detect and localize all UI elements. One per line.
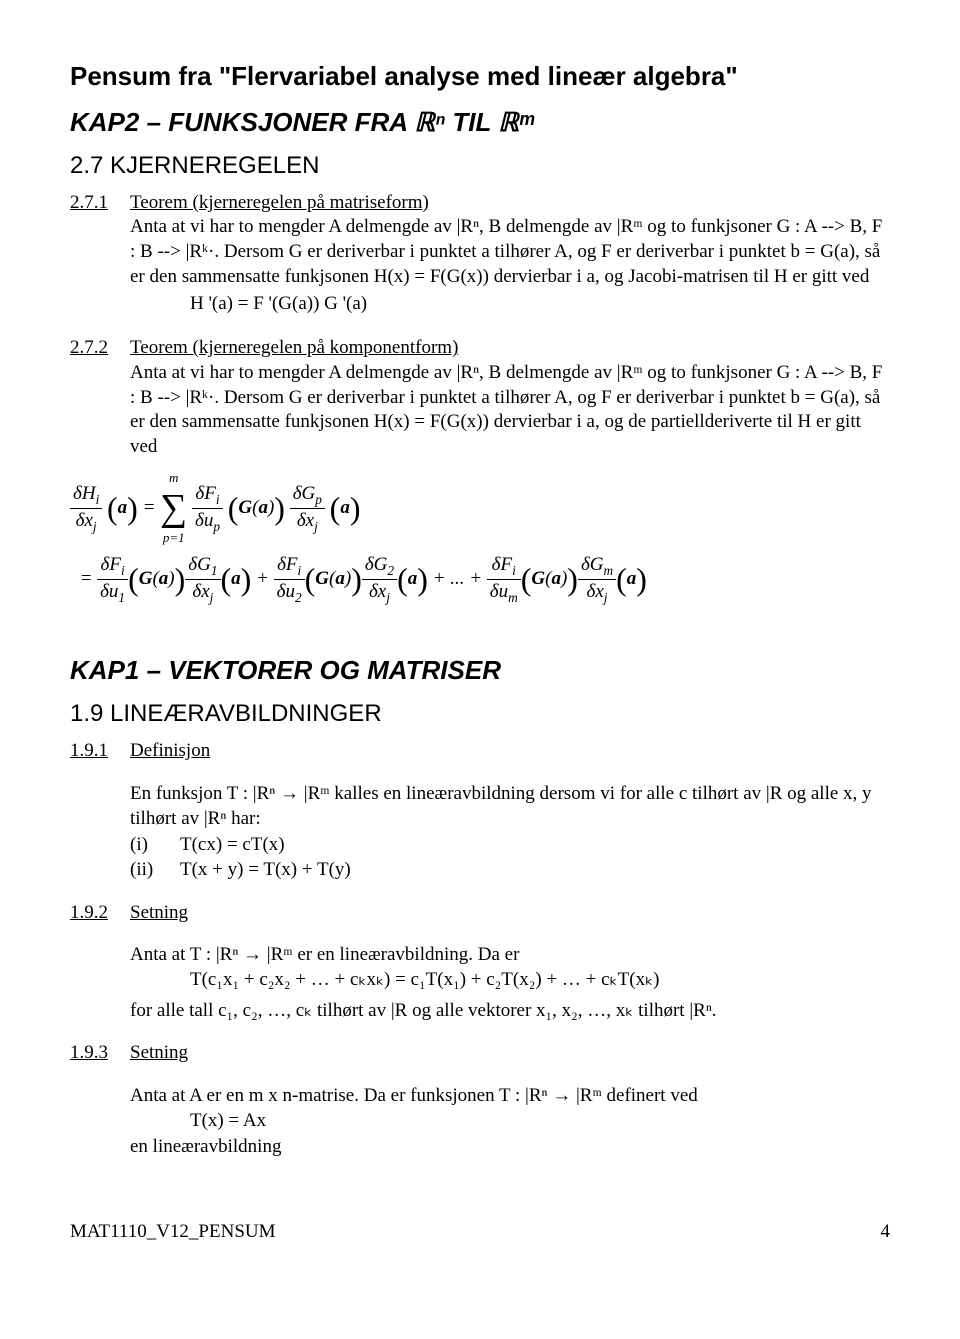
kap2-heading: KAP2 – FUNKSJONER FRA ℝⁿ TIL ℝᵐ <box>70 106 890 140</box>
item-number: 1.9.3 <box>70 1041 130 1066</box>
item-number: 2.7.1 <box>70 191 130 318</box>
item-number: 1.9.2 <box>70 901 130 926</box>
footer-left: MAT1110_V12_PENSUM <box>70 1220 276 1245</box>
item-1-9-3-body: Anta at A er en m x n-matrise. Da er fun… <box>130 1084 890 1160</box>
paragraph: en lineæravbildning <box>130 1135 890 1160</box>
footer-page-number: 4 <box>881 1220 891 1245</box>
item-title: Setning <box>130 1042 188 1063</box>
paragraph: Anta at A er en m x n-matrise. Da er fun… <box>130 1084 890 1109</box>
list-marker: (i) <box>130 833 180 858</box>
paragraph: for alle tall c₁, c₂, …, cₖ tilhørt av |… <box>130 999 890 1024</box>
paragraph: Anta at vi har to mengder A delmengde av… <box>130 361 890 460</box>
formula-text: T(c₁x₁ + c₂x₂ + … + cₖxₖ) = c₁T(x₁) + c₂… <box>130 968 890 993</box>
paragraph: Anta at vi har to mengder A delmengde av… <box>130 215 890 289</box>
item-title: Definisjon <box>130 740 210 761</box>
item-number: 1.9.1 <box>70 739 130 764</box>
item-title: Teorem (kjerneregelen på matriseform) <box>130 192 429 213</box>
item-title: Teorem (kjerneregelen på komponentform) <box>130 337 458 358</box>
item-body: Teorem (kjerneregelen på matriseform) An… <box>130 191 890 318</box>
item-2-7-1: 2.7.1 Teorem (kjerneregelen på matrisefo… <box>70 191 890 318</box>
page-title: Pensum fra "Flervariabel analyse med lin… <box>70 60 890 94</box>
item-number: 2.7.2 <box>70 336 130 461</box>
item-title: Setning <box>130 902 188 923</box>
equation-line-1: δHiδxj (a) = m∑p=1 δFiδup (G(a)) δGpδxj … <box>70 484 890 533</box>
formula-text: H '(a) = F '(G(a)) G '(a) <box>130 292 890 317</box>
item-body: Teorem (kjerneregelen på komponentform) … <box>130 336 890 461</box>
item-1-9-2-body: Anta at T : |Rⁿ → |Rᵐ er en lineæravbild… <box>130 943 890 1023</box>
item-2-7-2: 2.7.2 Teorem (kjerneregelen på komponent… <box>70 336 890 461</box>
item-1-9-1: 1.9.1 Definisjon <box>70 739 890 764</box>
item-1-9-3: 1.9.3 Setning <box>70 1041 890 1066</box>
formula-text: T(x) = Ax <box>130 1109 890 1134</box>
item-1-9-2: 1.9.2 Setning <box>70 901 890 926</box>
item-body: Setning <box>130 901 890 926</box>
item-1-9-1-body: En funksjon T : |Rⁿ → |Rᵐ kalles en line… <box>130 782 890 883</box>
equation-block: δHiδxj (a) = m∑p=1 δFiδup (G(a)) δGpδxj … <box>70 484 890 605</box>
paragraph: Anta at T : |Rⁿ → |Rᵐ er en lineæravbild… <box>130 943 890 968</box>
kap1-heading: KAP1 – VEKTORER OG MATRISER <box>70 654 890 688</box>
section-2-7-heading: 2.7 KJERNEREGELEN <box>70 150 890 181</box>
equation-line-2: = δFiδu1(G(a))δG1δxj(a) + δFiδu2(G(a))δG… <box>70 555 890 604</box>
roman-list: (i)T(cx) = cT(x) (ii)T(x + y) = T(x) + T… <box>130 833 890 882</box>
list-text: T(x + y) = T(x) + T(y) <box>180 858 351 883</box>
item-body: Setning <box>130 1041 890 1066</box>
paragraph: En funksjon T : |Rⁿ → |Rᵐ kalles en line… <box>130 782 890 831</box>
section-1-9-heading: 1.9 LINEÆRAVBILDNINGER <box>70 698 890 729</box>
page-footer: MAT1110_V12_PENSUM 4 <box>70 1220 890 1245</box>
item-body: Definisjon <box>130 739 890 764</box>
list-marker: (ii) <box>130 858 180 883</box>
list-text: T(cx) = cT(x) <box>180 833 285 858</box>
